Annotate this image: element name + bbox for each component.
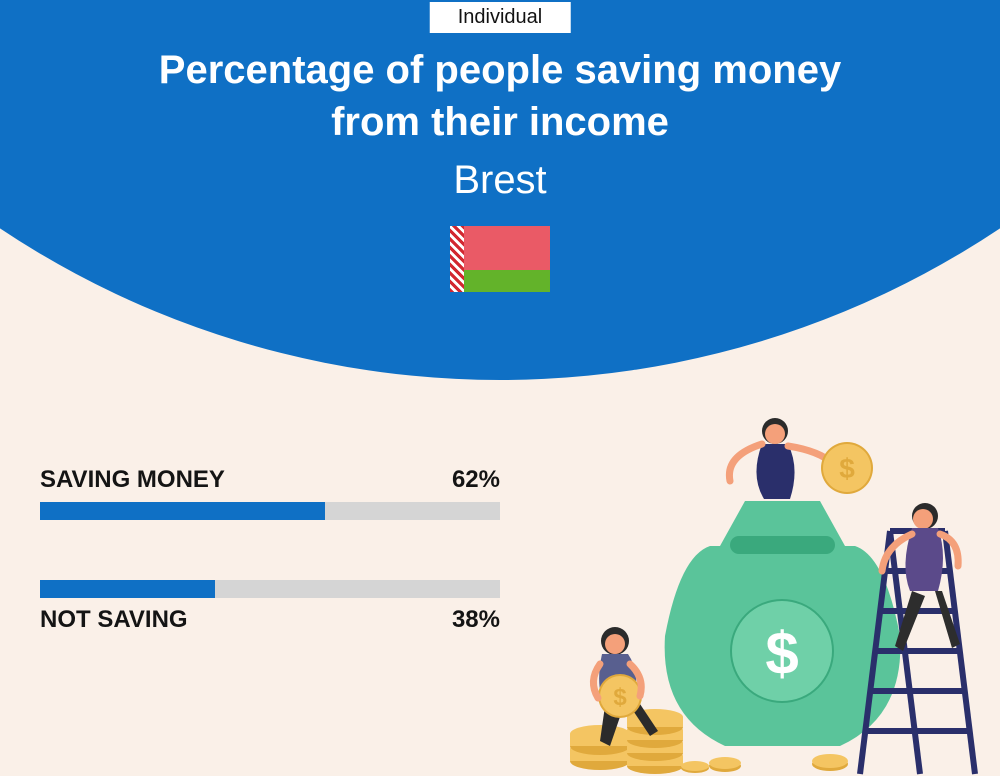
bar-track xyxy=(40,502,500,520)
bar-value: 62% xyxy=(452,466,500,494)
loose-coins-icon xyxy=(681,754,848,773)
svg-text:$: $ xyxy=(765,620,798,687)
title-line-2: from their income xyxy=(331,100,669,144)
page-title: Percentage of people saving money from t… xyxy=(0,44,1000,148)
flag-stripes xyxy=(464,226,550,292)
bar-not-saving: NOT SAVING 38% xyxy=(40,580,500,634)
bar-label: NOT SAVING xyxy=(40,606,188,634)
belarus-flag-icon xyxy=(450,226,550,292)
coin-stack-icon xyxy=(570,709,683,774)
svg-text:$: $ xyxy=(613,684,627,711)
flag-green-stripe xyxy=(464,270,550,292)
flag-red-stripe xyxy=(464,226,550,270)
flag-ornament-stripe xyxy=(450,226,464,292)
bar-label-row: NOT SAVING 38% xyxy=(40,606,500,634)
bar-value: 38% xyxy=(452,606,500,634)
person-sitting-icon: $ xyxy=(593,627,658,746)
bar-fill xyxy=(40,502,325,520)
bar-track xyxy=(40,580,500,598)
person-top-icon: $ xyxy=(729,418,873,499)
bars-container: SAVING MONEY 62% NOT SAVING 38% xyxy=(40,466,500,694)
svg-text:$: $ xyxy=(839,453,855,484)
bar-label-row: SAVING MONEY 62% xyxy=(40,466,500,494)
savings-illustration: $ $ $ xyxy=(550,406,980,776)
location-subtitle: Brest xyxy=(0,158,1000,203)
bar-saving-money: SAVING MONEY 62% xyxy=(40,466,500,520)
bar-label: SAVING MONEY xyxy=(40,466,225,494)
category-badge: Individual xyxy=(430,2,571,33)
bar-fill xyxy=(40,580,215,598)
title-line-1: Percentage of people saving money xyxy=(159,48,841,92)
